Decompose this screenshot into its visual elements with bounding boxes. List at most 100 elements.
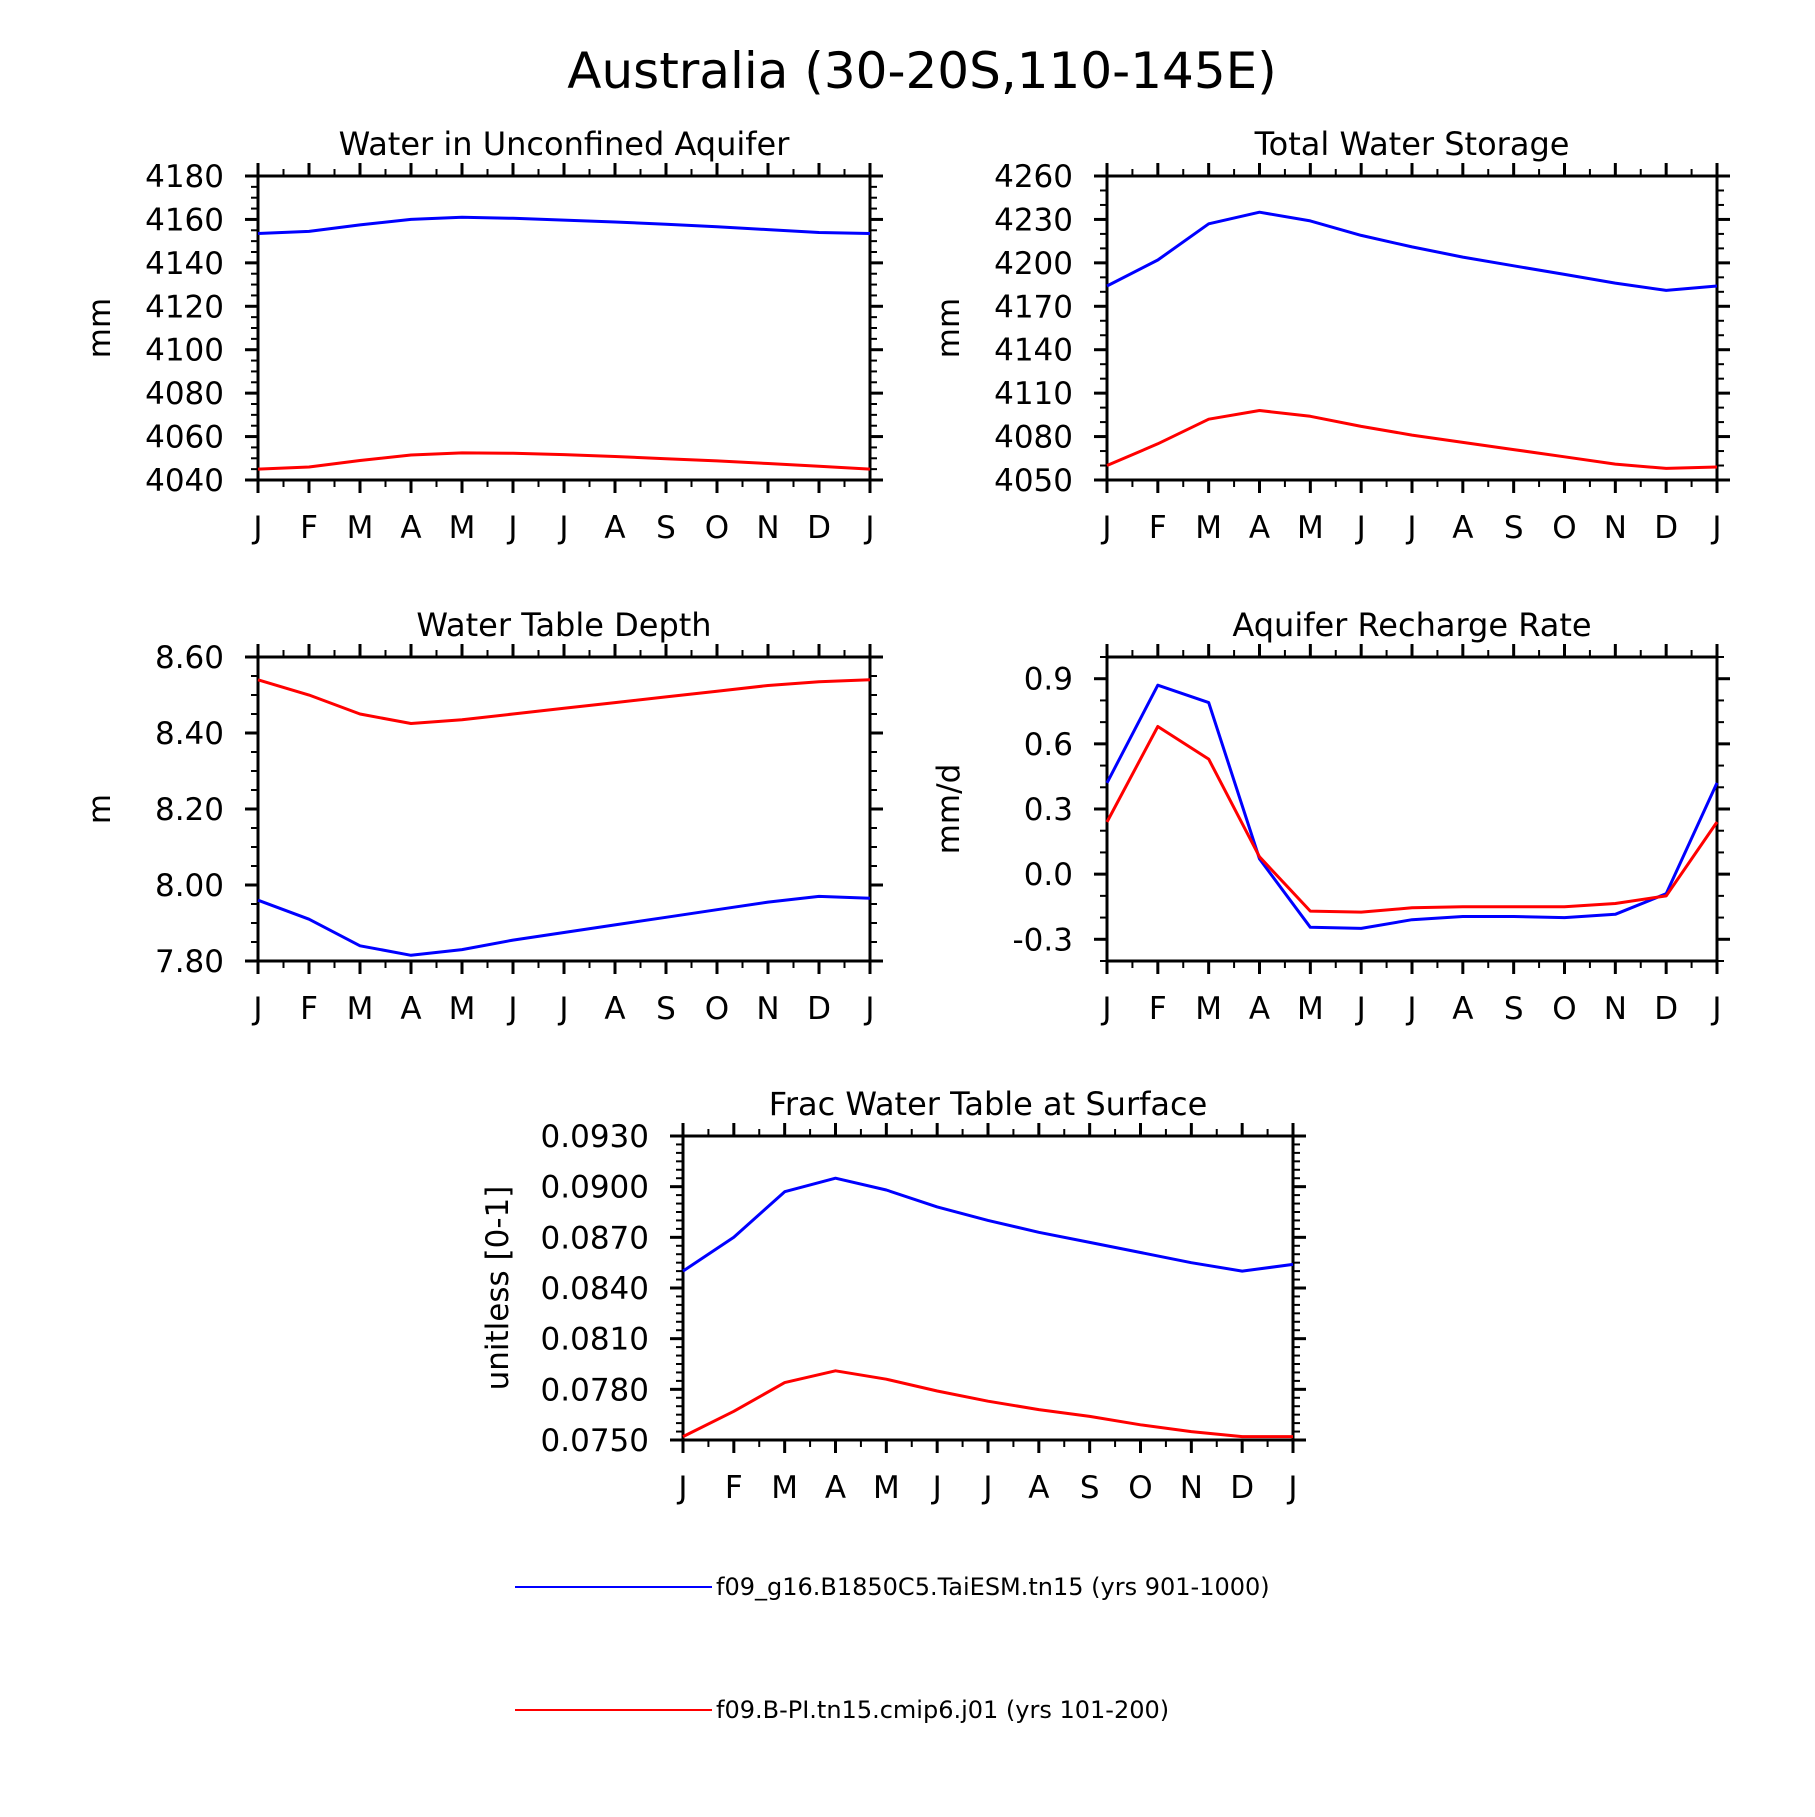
y-tick-label: 4170 xyxy=(994,289,1073,325)
y-tick-label: 4080 xyxy=(994,420,1073,456)
x-tick-label: J xyxy=(251,991,262,1027)
x-tick-label: A xyxy=(1452,510,1473,546)
x-tick-label: F xyxy=(300,510,318,546)
x-tick-label: M xyxy=(873,1470,900,1506)
x-tick-label: F xyxy=(1149,991,1167,1027)
x-tick-label: M xyxy=(347,991,374,1027)
series-line-1 xyxy=(682,1176,1294,1273)
x-tick-label: M xyxy=(347,510,374,546)
x-tick-label: M xyxy=(1195,991,1222,1027)
x-tick-label: J xyxy=(506,510,517,546)
plot-frame xyxy=(1105,655,1719,963)
y-axis-label: mm xyxy=(82,298,118,358)
x-tick-label: S xyxy=(1504,510,1524,546)
panel-title: Frac Water Table at Surface xyxy=(769,1085,1208,1123)
y-tick-label: 0.0840 xyxy=(541,1271,649,1307)
x-tick-label: O xyxy=(705,991,729,1027)
x-tick-label: J xyxy=(863,510,874,546)
x-tick-label: S xyxy=(656,510,676,546)
x-tick-label: A xyxy=(1452,991,1473,1027)
x-tick-label: D xyxy=(807,991,831,1027)
x-tick-label: A xyxy=(604,991,625,1027)
x-tick-label: S xyxy=(656,991,676,1027)
x-tick-label: O xyxy=(1128,1470,1152,1506)
y-tick-label: 0.3 xyxy=(1024,792,1073,828)
x-tick-label: M xyxy=(1195,510,1222,546)
panel-2: J F M A M J J A S O N D J405040804110414041704200423… xyxy=(931,125,1730,546)
y-axis-label: unitless [0-1] xyxy=(480,1186,516,1391)
series-line-2 xyxy=(1105,725,1719,914)
x-tick-label: F xyxy=(300,991,318,1027)
x-tick-label: N xyxy=(1180,1470,1203,1506)
x-tick-label: D xyxy=(1654,510,1678,546)
x-tick-label: J xyxy=(1100,991,1111,1027)
x-tick-label: J xyxy=(931,1470,942,1506)
x-tick-label: A xyxy=(400,991,421,1027)
panel-title: Total Water Storage xyxy=(1254,125,1570,163)
series-line-2 xyxy=(682,1369,1293,1439)
y-tick-label: 8.60 xyxy=(155,640,224,676)
y-tick-label: 0.9 xyxy=(1024,662,1073,698)
series-line-1 xyxy=(1105,683,1719,930)
x-tick-label: J xyxy=(506,991,517,1027)
x-tick-label: J xyxy=(1355,510,1366,546)
panels: J F M A M J J A S O N D J404040604080410041204140416… xyxy=(82,125,1730,1506)
y-tick-label: 4080 xyxy=(145,376,224,412)
y-tick-label: 4200 xyxy=(994,246,1073,282)
figure-title: Australia (30-20S,110-145E) xyxy=(567,42,1277,100)
x-tick-label: A xyxy=(1249,510,1270,546)
x-tick-label: S xyxy=(1504,991,1524,1027)
x-tick-label: M xyxy=(1297,510,1324,546)
x-tick-label: N xyxy=(756,510,779,546)
y-tick-label: 4120 xyxy=(145,289,224,325)
y-tick-label: 0.0780 xyxy=(541,1372,649,1408)
y-tick-label: 8.20 xyxy=(155,792,224,828)
x-tick-label: J xyxy=(557,991,568,1027)
x-tick-label: D xyxy=(1230,1470,1254,1506)
x-tick-label: F xyxy=(725,1470,743,1506)
x-tick-label: J xyxy=(1286,1470,1297,1506)
series-line-1 xyxy=(257,894,871,957)
x-tick-label: J xyxy=(676,1470,687,1506)
x-tick-label: M xyxy=(771,1470,798,1506)
x-tick-label: J xyxy=(1710,991,1721,1027)
panel-title: Aquifer Recharge Rate xyxy=(1232,606,1591,644)
y-tick-label: 4140 xyxy=(994,333,1073,369)
x-tick-label: M xyxy=(1297,991,1324,1027)
x-tick-label: J xyxy=(1405,991,1416,1027)
x-tick-label: D xyxy=(807,510,831,546)
y-tick-label: 7.80 xyxy=(155,944,224,980)
x-tick-label: J xyxy=(863,991,874,1027)
x-tick-label: A xyxy=(1249,991,1270,1027)
legend: f09_g16.B1850C5.TaiESM.tn15 (yrs 901-100… xyxy=(515,1573,1270,1724)
x-tick-label: J xyxy=(1100,510,1111,546)
y-tick-label: 0.0 xyxy=(1024,857,1073,893)
y-tick-label: 4230 xyxy=(994,202,1073,238)
x-tick-label: A xyxy=(825,1470,846,1506)
y-tick-label: 8.40 xyxy=(155,716,224,752)
x-tick-label: N xyxy=(1604,510,1627,546)
x-tick-label: J xyxy=(251,510,262,546)
y-axis-label: mm/d xyxy=(931,764,967,855)
y-tick-label: 4100 xyxy=(145,333,224,369)
plot-frame xyxy=(681,1134,1295,1442)
series-line-2 xyxy=(1106,409,1718,470)
series-line-2 xyxy=(257,451,871,471)
panel-title: Water Table Depth xyxy=(416,606,711,644)
x-tick-label: A xyxy=(1028,1470,1049,1506)
x-tick-label: N xyxy=(756,991,779,1027)
series-line-1 xyxy=(1106,210,1718,292)
legend-label: f09.B-PI.tn15.cmip6.j01 (yrs 101-200) xyxy=(716,1696,1169,1724)
x-tick-label: J xyxy=(981,1470,992,1506)
y-tick-label: 8.00 xyxy=(155,868,224,904)
y-tick-label: 4110 xyxy=(994,376,1073,412)
plot-frame xyxy=(256,655,872,963)
x-tick-label: F xyxy=(1149,510,1167,546)
panel-1: J F M A M J J A S O N D J404040604080410041204140416… xyxy=(82,125,883,546)
x-tick-label: J xyxy=(557,510,568,546)
x-tick-label: J xyxy=(1405,510,1416,546)
